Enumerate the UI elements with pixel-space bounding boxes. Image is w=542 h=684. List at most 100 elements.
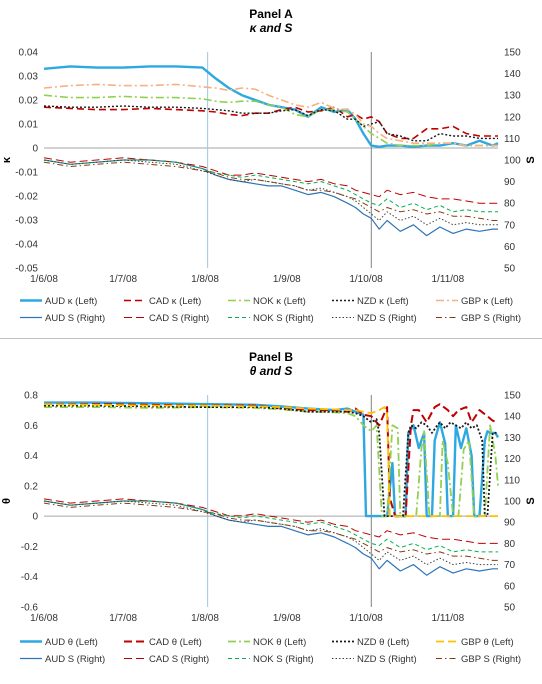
chart-subtitle: θ and S [250,364,293,378]
y2-tick-label: 80 [504,539,516,550]
y2-tick-label: 110 [504,475,520,486]
legend-entry-cad-s-right: CAD S (Right) [124,313,209,324]
series-line-nzd-s-right [43,500,498,566]
x-tick-label: 1/7/08 [109,274,137,285]
legend-label: GBP θ (Left) [461,637,514,648]
chart-subtitle: κ and S [250,21,293,35]
y-tick-label: -0.6 [21,603,39,614]
x-tick-label: 1/6/08 [30,274,58,285]
legend-label: GBP S (Right) [461,313,521,324]
legend-entry-aud-left: AUD κ (Left) [20,296,97,307]
legend-label: NZD S (Right) [357,654,417,665]
series-line-gbp-left [43,83,498,147]
legend-label: NOK κ (Left) [253,296,306,307]
y2-tick-label: 50 [504,603,516,614]
y2-tick-label: 120 [504,112,521,123]
series-line-nok-s-right [43,500,498,553]
series-line-nok-s-right [43,159,498,213]
y-tick-label: 0 [32,144,38,155]
y2-axis-title: S [525,497,537,504]
legend-entry-gbp-left: GBP κ (Left) [436,296,513,307]
x-tick-label: 1/8/08 [191,613,219,624]
y2-tick-label: 130 [504,91,521,102]
series-line-nok-left [44,406,499,518]
y2-tick-label: 140 [504,412,521,423]
y2-tick-label: 80 [504,199,516,210]
legend-entry-gbp-s-right: GBP S (Right) [436,313,521,324]
x-tick-label: 1/9/08 [273,274,301,285]
series-line-gbp-s-right [43,502,498,561]
y2-tick-label: 60 [504,242,516,253]
chart-title: Panel A [249,7,293,21]
legend-entry-nok-s-right: NOK S (Right) [228,654,314,665]
y-tick-label: 0.01 [19,120,39,131]
y2-tick-label: 100 [504,156,521,167]
series-line-gbp-left [43,403,498,518]
series-line-nzd-s-right [43,159,498,226]
legend-label: AUD S (Right) [45,654,105,665]
series-line-gbp-s-right [43,161,498,221]
panel-a-svg: Panel Aκ and S 0.04 0.03 0.02 0.01 0 -0.01 -0.0… [1,7,537,324]
y2-axis-title: S [525,156,537,163]
legend-entry-gbp-s-right: GBP S (Right) [436,654,521,665]
legend-label: GBP S (Right) [461,654,521,665]
panel-b-svg: Panel Bθ and S0.80.60.40.20-0.2-0.4-0.61… [1,350,537,665]
y2-tick-label: 50 [504,264,516,275]
x-tick-label: 1/11/08 [432,613,465,624]
y-tick-label: -0.4 [21,572,39,583]
legend-entry-nzd-s-right: NZD S (Right) [332,313,417,324]
legend-entry-nok-left: NOK θ (Left) [228,637,306,648]
series-line-aud-s-right [43,159,498,237]
y-tick-label: -0.01 [15,168,38,179]
y-tick-label: -0.02 [15,192,38,203]
y-tick-label: 0.6 [24,421,38,432]
y2-tick-label: 60 [504,581,516,592]
legend-entry-nzd-left: NZD θ (Left) [332,637,409,648]
y-tick-label: 0.02 [19,96,39,107]
y2-tick-label: 120 [504,454,521,465]
y-tick-label: 0.04 [19,48,39,59]
x-tick-label: 1/8/08 [191,274,219,285]
series-line-nzd-left [43,105,498,142]
series-line-nok-left [43,94,498,147]
legend-entry-cad-left: CAD κ (Left) [124,296,201,307]
y2-tick-label: 70 [504,560,516,571]
legend-label: AUD κ (Left) [45,296,97,307]
legend-entry-cad-left: CAD θ (Left) [124,637,202,648]
y-tick-label: 0 [32,512,38,523]
series-line-cad-s-right [43,157,498,204]
series-line-nzd-left [44,404,498,518]
y-tick-label: 0.8 [24,391,38,402]
series-line-cad-left [44,403,499,518]
series-line-cad-s-right [43,498,498,544]
series-line-aud-left [44,401,500,518]
y-tick-label: -0.04 [15,240,38,251]
legend-label: NOK θ (Left) [253,637,306,648]
y2-tick-label: 100 [504,497,521,508]
y2-tick-label: 90 [504,518,516,529]
y-tick-label: 0.2 [24,481,38,492]
y-tick-label: -0.2 [21,542,39,553]
legend-label: CAD S (Right) [149,654,209,665]
x-tick-label: 1/10/08 [349,274,383,285]
legend-label: NOK S (Right) [253,313,314,324]
legend-entry-nzd-left: NZD κ (Left) [332,296,409,307]
y2-tick-label: 70 [504,220,516,231]
legend-entry-cad-s-right: CAD S (Right) [124,654,209,665]
legend-label: NZD θ (Left) [357,637,409,648]
legend-entry-nzd-s-right: NZD S (Right) [332,654,417,665]
x-tick-label: 1/6/08 [30,613,58,624]
y-tick-label: -0.05 [15,264,38,275]
y2-tick-label: 110 [504,134,520,145]
legend-label: NOK S (Right) [253,654,314,665]
legend-entry-aud-s-right: AUD S (Right) [20,654,105,665]
legend-label: CAD S (Right) [149,313,209,324]
legend-entry-nok-s-right: NOK S (Right) [228,313,314,324]
y-tick-label: -0.03 [15,216,38,227]
x-tick-label: 1/11/08 [432,274,465,285]
x-tick-label: 1/7/08 [109,613,137,624]
chart-title: Panel B [249,350,293,364]
legend-entry-aud-left: AUD θ (Left) [20,637,98,648]
